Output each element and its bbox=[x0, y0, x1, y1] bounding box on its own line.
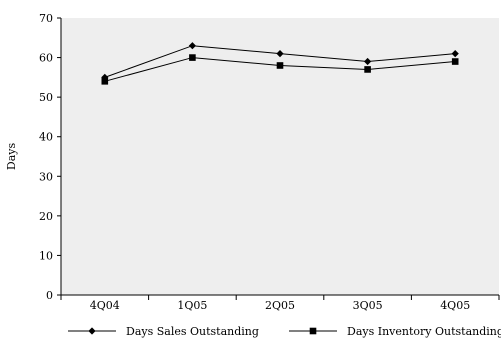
y-tick-label: 0 bbox=[46, 289, 53, 302]
data-point bbox=[188, 42, 196, 50]
series-layer bbox=[101, 42, 459, 85]
legend-marker bbox=[309, 327, 317, 335]
y-axis: 0 10 20 30 40 50 60 70 bbox=[39, 12, 62, 302]
legend-label: Days Sales Outstanding bbox=[126, 325, 259, 338]
data-point bbox=[101, 78, 109, 85]
plot-background bbox=[61, 18, 499, 295]
data-point bbox=[189, 54, 196, 61]
y-tick-label: 50 bbox=[39, 91, 53, 104]
data-point bbox=[451, 58, 459, 65]
x-axis: 4Q04 1Q05 2Q05 3Q05 4Q05 bbox=[60, 294, 500, 312]
x-tick-label: 4Q05 bbox=[440, 299, 470, 312]
data-point bbox=[364, 66, 371, 73]
y-tick-label: 20 bbox=[39, 210, 53, 223]
series-2 bbox=[101, 54, 459, 85]
legend-label: Days Inventory Outstanding bbox=[347, 325, 501, 338]
y-tick-label: 60 bbox=[39, 52, 53, 65]
y-axis-title: Days bbox=[5, 143, 18, 171]
data-point bbox=[451, 50, 459, 58]
y-tick-label: 10 bbox=[39, 249, 53, 262]
legend-marker bbox=[88, 327, 96, 335]
data-point bbox=[276, 50, 284, 58]
y-tick-label: 30 bbox=[39, 170, 53, 183]
data-point bbox=[276, 62, 284, 69]
legend: Days Sales Outstanding Days Inventory Out… bbox=[68, 325, 501, 338]
x-tick-label: 1Q05 bbox=[177, 299, 207, 312]
data-point bbox=[364, 57, 372, 66]
y-tick-label: 70 bbox=[39, 12, 53, 25]
y-tick-label: 40 bbox=[39, 131, 53, 144]
legend-item: Days Sales Outstanding bbox=[68, 325, 259, 338]
x-tick-label: 4Q04 bbox=[90, 299, 120, 312]
legend-item: Days Inventory Outstanding bbox=[289, 325, 501, 338]
x-tick-label: 3Q05 bbox=[353, 299, 383, 312]
x-tick-label: 2Q05 bbox=[265, 299, 295, 312]
